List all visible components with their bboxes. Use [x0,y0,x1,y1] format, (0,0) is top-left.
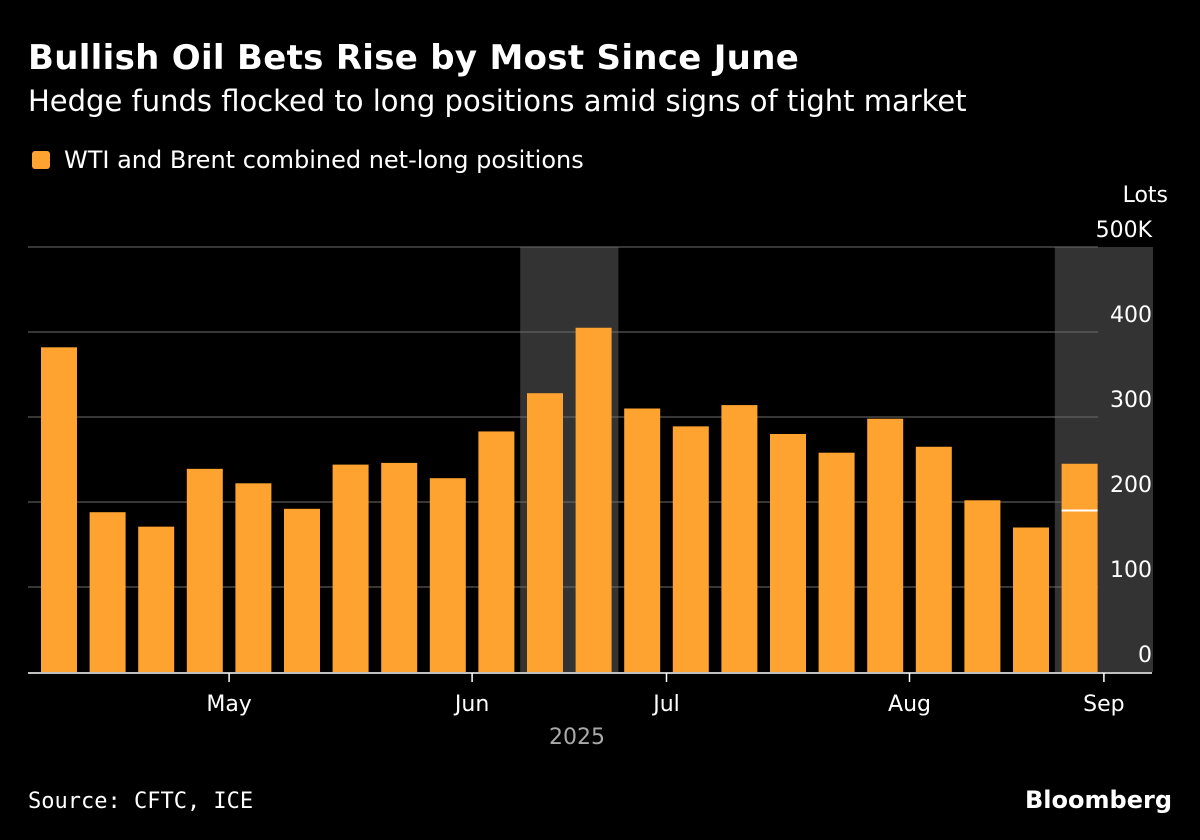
bar-13 [672,426,709,672]
bar-19 [964,500,1001,672]
x-tick-label-jun: Jun [453,692,489,717]
bar-10 [527,393,563,672]
bar-5 [284,508,320,672]
x-axis-year-label: 2025 [549,725,605,750]
bar-17 [867,418,904,672]
bar-12 [624,408,661,672]
y-tick-label-3: 300 [1110,388,1152,413]
y-tick-label-0: 0 [1138,643,1152,668]
bar-3 [186,468,223,672]
bar-7 [381,462,418,672]
bar-4 [235,483,272,672]
bar-11 [575,327,612,672]
bar-0 [41,347,77,672]
chart-title: Bullish Oil Bets Rise by Most Since June [28,38,800,78]
bar-15 [770,434,806,672]
bar-6 [332,464,369,672]
chart-subtitle: Hedge funds flocked to long positions am… [28,84,967,118]
bar-9 [478,431,515,672]
bar-16 [818,452,855,672]
bloomberg-logo: Bloomberg [1025,786,1172,814]
x-tick-label-may: May [206,692,251,717]
bar-1 [89,512,126,672]
y-tick-label-4: 400 [1110,303,1152,328]
source-note: Source: CFTC, ICE [28,789,254,814]
y-tick-label-1: 100 [1110,558,1152,583]
bar-8 [429,478,466,672]
bar-20 [1013,527,1049,672]
x-tick-label-jul: Jul [651,692,680,717]
legend-label: WTI and Brent combined net-long position… [64,146,584,174]
legend-swatch [32,151,50,169]
bar-14 [721,405,758,672]
legend: WTI and Brent combined net-long position… [32,146,584,174]
x-tick-label-sep: Sep [1083,692,1124,717]
y-axis-unit-label: Lots [1123,183,1168,208]
bar-21 [1061,463,1098,672]
x-tick-label-aug: Aug [888,692,931,717]
y-tick-label-5: 500K [1096,218,1153,243]
y-tick-label-2: 200 [1110,473,1152,498]
bar-2 [138,526,175,672]
bar-18 [915,446,952,672]
